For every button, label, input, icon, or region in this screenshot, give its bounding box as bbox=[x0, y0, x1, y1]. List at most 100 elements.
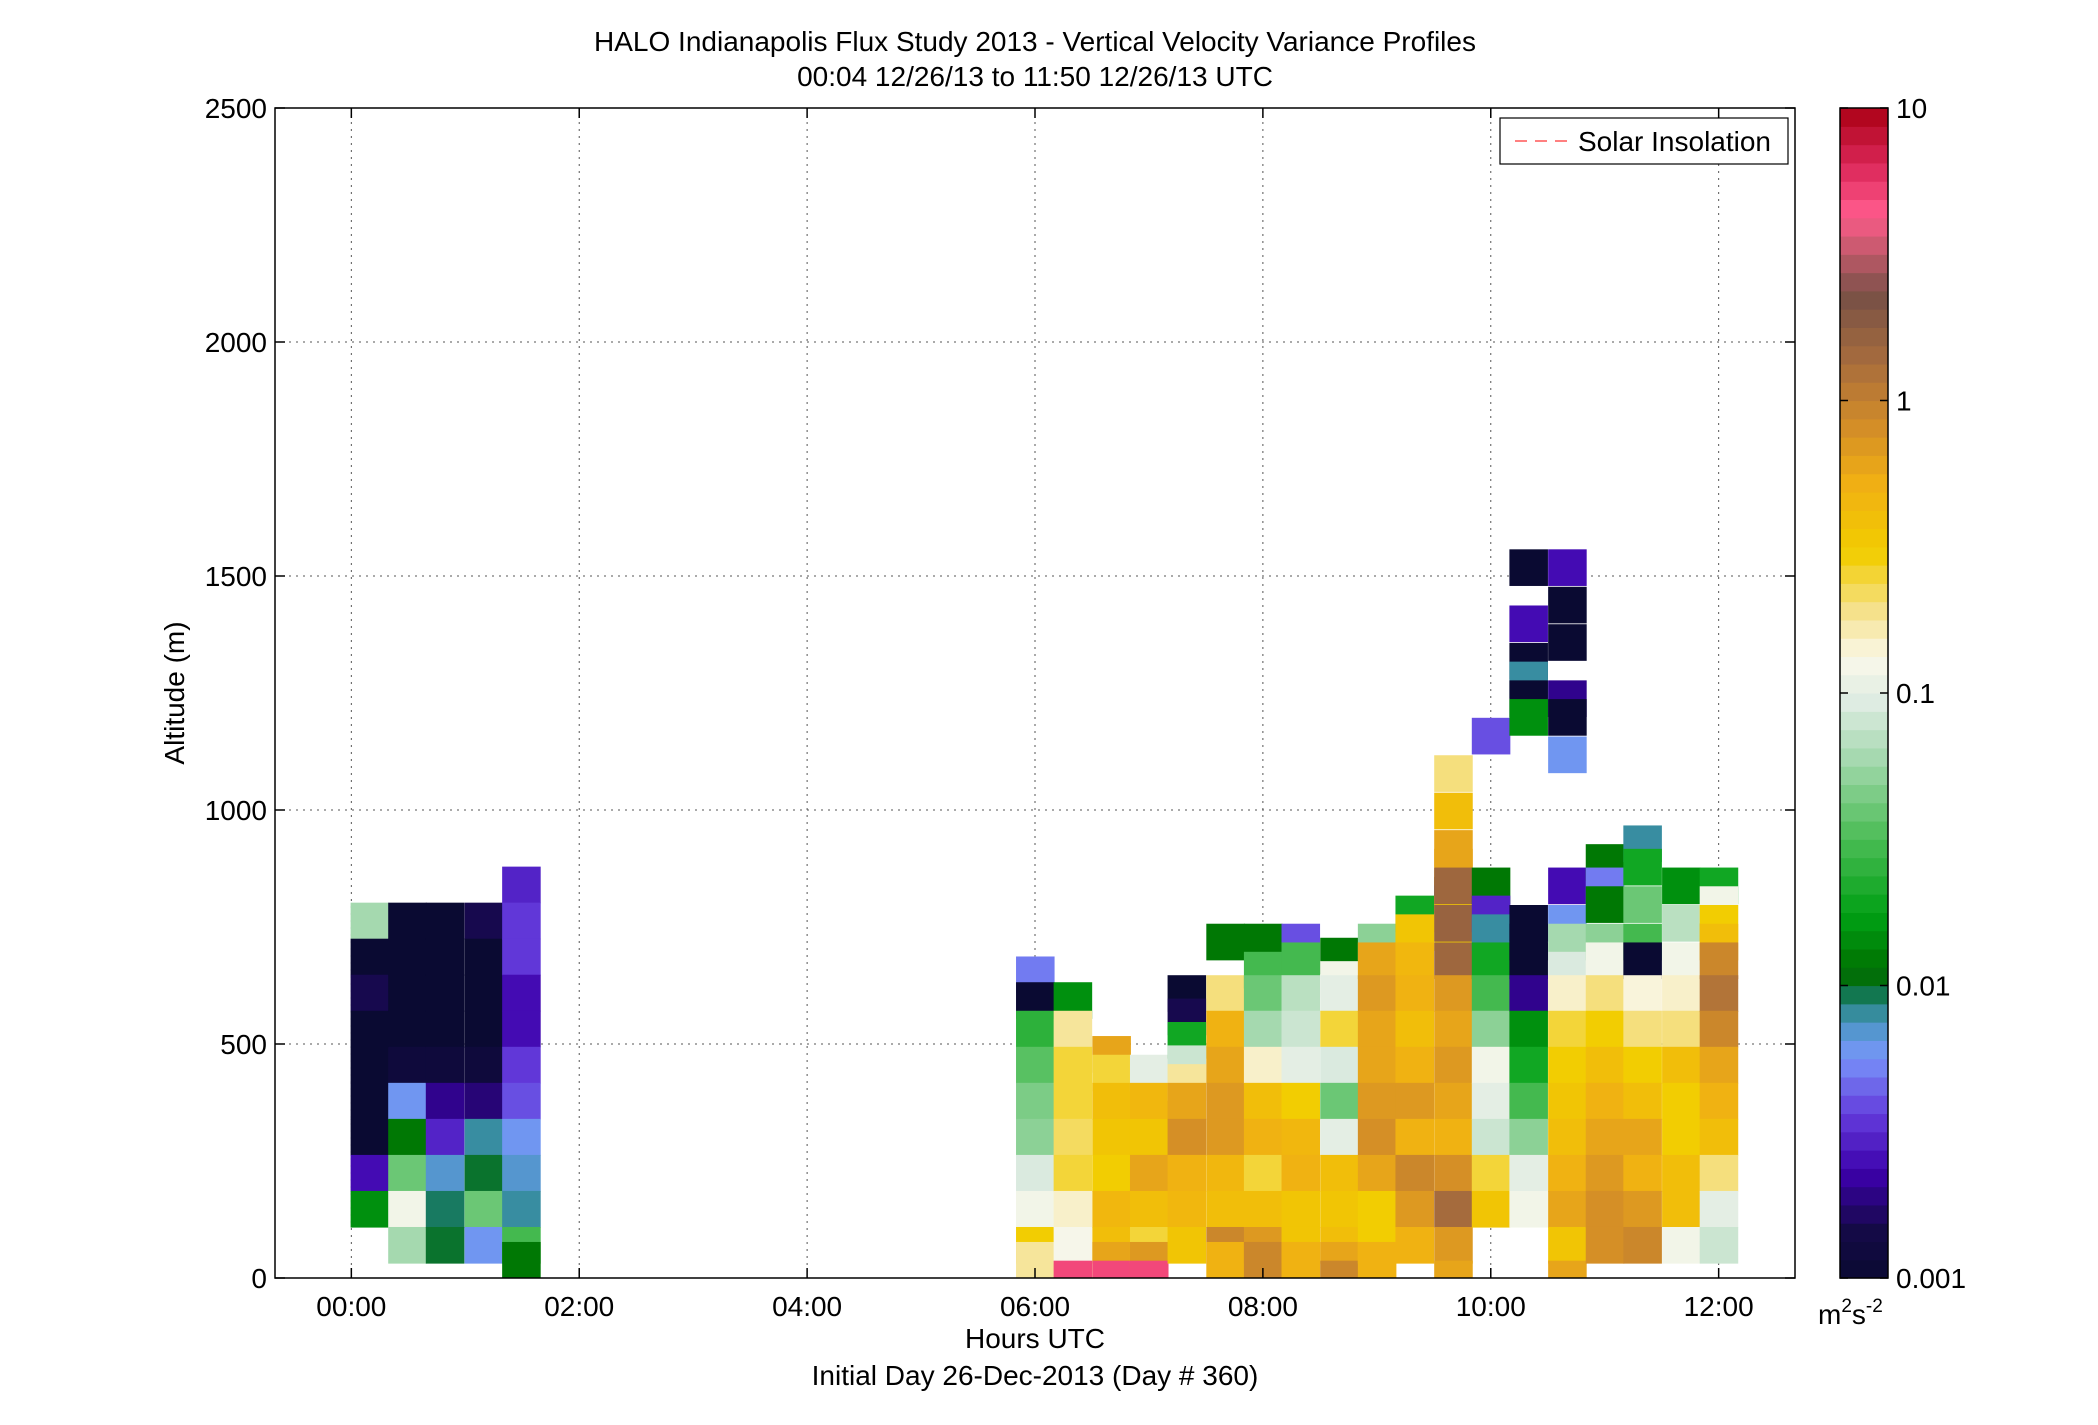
heatmap-cell bbox=[1092, 1260, 1131, 1278]
colorbar-segment bbox=[1840, 802, 1888, 822]
heatmap-cell bbox=[1585, 1046, 1625, 1084]
heatmap-cell bbox=[388, 974, 427, 1012]
heatmap-cell bbox=[1434, 1010, 1473, 1048]
heatmap-cell bbox=[1357, 1241, 1397, 1278]
heatmap-cell bbox=[1509, 699, 1548, 736]
colorbar-segment bbox=[1840, 985, 1888, 1005]
heatmap-cell bbox=[1281, 942, 1321, 980]
heatmap-cell bbox=[1016, 1154, 1055, 1192]
heatmap-cell bbox=[1471, 942, 1511, 980]
heatmap-cell bbox=[464, 1190, 504, 1228]
heatmap-cell bbox=[1548, 1260, 1587, 1278]
heatmap-cell bbox=[1699, 1118, 1739, 1156]
heatmap-cell bbox=[425, 902, 465, 940]
heatmap-cell bbox=[464, 1082, 504, 1120]
heatmap-cell bbox=[1509, 1154, 1548, 1192]
y-axis: 0 500 1000 1500 2000 2500 bbox=[205, 93, 1795, 1294]
heatmap-cell bbox=[1434, 1046, 1473, 1084]
heatmap-cell bbox=[1357, 975, 1397, 1012]
colorbar-segment bbox=[1840, 108, 1888, 127]
heatmap-cell bbox=[1509, 942, 1548, 980]
heatmap-cell bbox=[1053, 1046, 1093, 1084]
y-tick-label: 2000 bbox=[205, 327, 267, 358]
heatmap-cell bbox=[1053, 1260, 1093, 1278]
heatmap-cell bbox=[1434, 755, 1473, 792]
heatmap-cell bbox=[1548, 1190, 1587, 1228]
heatmap-cell bbox=[1281, 975, 1321, 1012]
heatmap-cell bbox=[1167, 1190, 1207, 1228]
colorbar-segment bbox=[1840, 254, 1888, 274]
heatmap-cell bbox=[1434, 792, 1473, 830]
colorbar-segment bbox=[1840, 1241, 1888, 1261]
heatmap-cell bbox=[1623, 1010, 1662, 1048]
heatmap-cell bbox=[1662, 1082, 1701, 1120]
colorbar-segment bbox=[1840, 181, 1888, 201]
heatmap-cell bbox=[388, 1226, 427, 1264]
heatmap-cell bbox=[1016, 1118, 1055, 1156]
heatmap-cell bbox=[464, 902, 504, 940]
heatmap-cell bbox=[1395, 1082, 1435, 1120]
heatmap-cell bbox=[1357, 1118, 1397, 1156]
colorbar-segment bbox=[1840, 199, 1888, 219]
heatmap-cell bbox=[388, 938, 427, 976]
heatmap-cell bbox=[1471, 1046, 1511, 1084]
heatmap-cell bbox=[502, 1010, 541, 1048]
colorbar-unit-mid: s bbox=[1852, 1299, 1866, 1330]
colorbar-segment bbox=[1840, 290, 1888, 310]
colorbar-segment bbox=[1840, 144, 1888, 164]
colorbar-segment bbox=[1840, 126, 1888, 146]
heatmap-cell bbox=[1585, 975, 1625, 1012]
heatmap-cell bbox=[502, 1241, 541, 1278]
heatmap-cell bbox=[1206, 923, 1245, 961]
chart-subtitle: 00:04 12/26/13 to 11:50 12/26/13 UTC bbox=[797, 61, 1273, 92]
heatmap-cell bbox=[1662, 975, 1701, 1012]
heatmap-cell bbox=[1206, 1241, 1245, 1278]
heatmap-cell bbox=[1281, 1046, 1321, 1084]
heatmap-cell bbox=[1548, 1226, 1587, 1264]
colorbar-segment bbox=[1840, 1040, 1888, 1060]
colorbar-segment bbox=[1840, 235, 1888, 255]
heatmap-cell bbox=[1357, 1082, 1397, 1120]
heatmap-cell bbox=[1662, 1010, 1701, 1048]
colorbar-segment bbox=[1840, 930, 1888, 950]
heatmap-cell bbox=[1471, 1190, 1511, 1228]
heatmap-cell bbox=[1053, 1010, 1093, 1048]
heatmap-cell bbox=[1585, 942, 1625, 980]
heatmap-cell bbox=[1206, 1154, 1245, 1192]
colorbar-segment bbox=[1840, 473, 1888, 493]
colorbar-segment bbox=[1840, 1095, 1888, 1115]
heatmap-cell bbox=[1320, 1082, 1359, 1120]
colorbar-segment bbox=[1840, 1150, 1888, 1169]
heatmap-cell bbox=[1623, 1190, 1662, 1228]
heatmap-cell bbox=[1662, 1154, 1701, 1192]
heatmap-cell bbox=[350, 1010, 390, 1048]
legend-label-solar: Solar Insolation bbox=[1578, 126, 1771, 157]
heatmap-cell bbox=[502, 1190, 541, 1228]
heatmap-cell bbox=[1243, 1190, 1283, 1228]
heatmap-cell bbox=[1434, 942, 1473, 980]
colorbar-tick-label: 10 bbox=[1896, 93, 1927, 124]
heatmap-cell bbox=[1320, 975, 1359, 1012]
heatmap-cell bbox=[1092, 1154, 1131, 1192]
colorbar-segment bbox=[1840, 455, 1888, 475]
chart-title: HALO Indianapolis Flux Study 2013 - Vert… bbox=[594, 26, 1476, 57]
heatmap-cell bbox=[1167, 1082, 1207, 1120]
heatmap-cell bbox=[425, 974, 465, 1012]
heatmap-cell bbox=[425, 1154, 465, 1192]
heatmap-cell bbox=[464, 938, 504, 976]
colorbar-segment bbox=[1840, 1204, 1888, 1224]
heatmap-cell bbox=[1471, 717, 1511, 755]
heatmap-cell bbox=[1357, 1154, 1397, 1192]
heatmap-cell bbox=[425, 1226, 465, 1264]
heatmap-cell bbox=[1053, 1118, 1093, 1156]
colorbar-segment bbox=[1840, 656, 1888, 676]
heatmap-cell bbox=[1434, 1118, 1473, 1156]
heatmap-cell bbox=[1623, 1082, 1662, 1120]
heatmap-cell bbox=[1434, 975, 1473, 1012]
heatmap-cell bbox=[1662, 1226, 1701, 1264]
y-tick-label: 0 bbox=[251, 1263, 267, 1294]
heatmap-cell bbox=[1548, 586, 1587, 624]
heatmap-cell bbox=[464, 1118, 504, 1156]
x-tick-label: 02:00 bbox=[544, 1291, 614, 1322]
